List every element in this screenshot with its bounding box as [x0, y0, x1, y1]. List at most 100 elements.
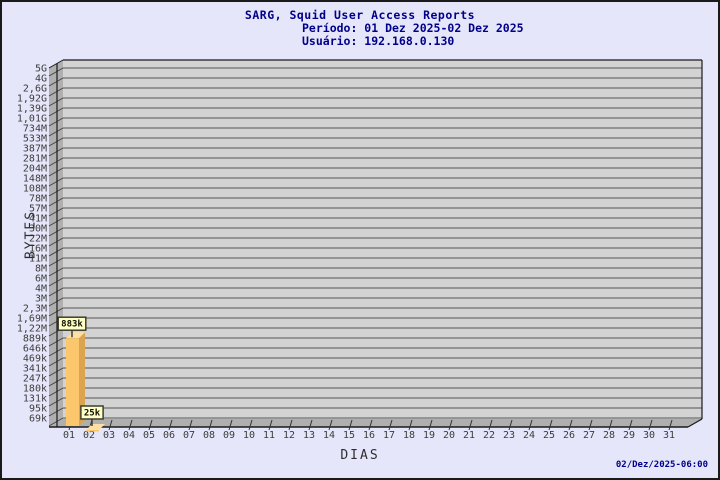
y-tick-label: 469k — [23, 354, 47, 365]
y-tick-label: 341k — [23, 364, 47, 375]
y-tick-3d — [48, 237, 64, 247]
y-tick-label: 1,39G — [17, 104, 47, 115]
x-tick-3d — [488, 419, 493, 431]
x-tick-3d — [108, 419, 113, 431]
y-tick-3d — [48, 347, 64, 357]
y-tick-3d — [48, 297, 64, 307]
x-tick-3d — [228, 419, 233, 431]
y-tick-label: 646k — [23, 344, 47, 355]
x-tick-label: 24 — [523, 430, 535, 441]
x-tick-3d — [308, 419, 313, 431]
y-tick-3d — [48, 337, 64, 347]
y-tick-3d — [48, 97, 64, 107]
x-tick-label: 14 — [323, 430, 335, 441]
x-tick-label: 28 — [603, 430, 615, 441]
y-tick-3d — [48, 147, 64, 157]
x-tick-label: 29 — [623, 430, 635, 441]
x-tick-3d — [408, 419, 413, 431]
generation-timestamp: 02/Dez/2025-06:00 — [615, 460, 708, 470]
x-tick-3d — [508, 419, 513, 431]
x-tick-3d — [248, 419, 253, 431]
y-tick-label: 8M — [35, 264, 47, 275]
bar-value-label: 25k — [84, 409, 101, 419]
y-tick-label: 247k — [23, 374, 47, 385]
y-tick-label: 22M — [29, 234, 47, 245]
y-tick-3d — [48, 77, 64, 87]
x-tick-3d — [628, 419, 633, 431]
y-tick-3d — [48, 157, 64, 167]
y-tick-label: 2,3M — [23, 304, 47, 315]
y-tick-3d — [48, 207, 64, 217]
y-tick-3d — [48, 397, 64, 407]
x-tick-label: 11 — [263, 430, 275, 441]
x-tick-label: 17 — [383, 430, 395, 441]
y-tick-3d — [48, 227, 64, 237]
y-tick-label: 108M — [23, 184, 47, 195]
x-tick-label: 25 — [543, 430, 555, 441]
x-tick-3d — [208, 419, 213, 431]
bar-front-face-flat — [86, 430, 99, 432]
y-tick-3d — [48, 367, 64, 377]
y-tick-3d — [48, 277, 64, 287]
y-tick-label: 3M — [35, 294, 47, 305]
x-axis-title: DIAS — [340, 448, 380, 463]
x-tick-label: 26 — [563, 430, 575, 441]
y-tick-label: 387M — [23, 144, 47, 155]
y-tick-label: 1,92G — [17, 94, 47, 105]
y-tick-3d — [48, 187, 64, 197]
x-tick-3d — [348, 419, 353, 431]
x-tick-label: 27 — [583, 430, 595, 441]
y-tick-label: 5G — [35, 64, 47, 75]
x-tick-3d — [568, 419, 573, 431]
x-tick-3d — [668, 419, 673, 431]
x-tick-3d — [148, 419, 153, 431]
y-tick-label: 889k — [23, 334, 47, 345]
x-tick-3d — [448, 419, 453, 431]
y-tick-label: 4M — [35, 284, 47, 295]
report-user: Usuário: 192.168.0.130 — [302, 34, 455, 48]
y-tick-3d — [48, 407, 64, 417]
y-tick-label: 2,6G — [23, 84, 47, 95]
x-tick-label: 02 — [83, 430, 95, 441]
x-tick-label: 09 — [223, 430, 235, 441]
left-wall-3d — [49, 60, 63, 427]
x-tick-label: 22 — [483, 430, 495, 441]
y-tick-3d — [48, 107, 64, 117]
x-tick-3d — [168, 419, 173, 431]
x-tick-3d — [428, 419, 433, 431]
x-tick-3d — [268, 419, 273, 431]
y-tick-label: 78M — [29, 194, 47, 205]
x-tick-label: 04 — [123, 430, 135, 441]
x-tick-label: 01 — [63, 430, 75, 441]
x-tick-3d — [528, 419, 533, 431]
y-tick-3d — [48, 247, 64, 257]
y-tick-3d — [48, 257, 64, 267]
bar-top-face — [66, 332, 85, 339]
y-tick-label: 16M — [29, 244, 47, 255]
y-tick-3d — [48, 307, 64, 317]
y-tick-label: 57M — [29, 204, 47, 215]
y-tick-label: 281M — [23, 154, 47, 165]
bar-value-box — [57, 316, 87, 331]
y-tick-label: 148M — [23, 174, 47, 185]
y-tick-label: 6M — [35, 274, 47, 285]
bar-value-box — [80, 405, 104, 420]
x-tick-label: 20 — [443, 430, 455, 441]
y-tick-3d — [48, 217, 64, 227]
x-tick-3d — [328, 419, 333, 431]
x-tick-label: 15 — [343, 430, 355, 441]
plot-bottomright-edge — [687, 418, 703, 428]
y-tick-3d — [48, 387, 64, 397]
bar-value-label: 883k — [61, 320, 83, 330]
y-tick-3d — [48, 117, 64, 127]
y-tick-label: 734M — [23, 124, 47, 135]
x-tick-3d — [588, 419, 593, 431]
y-tick-3d — [48, 267, 64, 277]
x-tick-3d — [368, 419, 373, 431]
y-tick-label: 69k — [29, 414, 47, 425]
x-tick-label: 18 — [403, 430, 415, 441]
plot-back-wall — [63, 60, 702, 419]
bar-front-face — [66, 338, 79, 426]
